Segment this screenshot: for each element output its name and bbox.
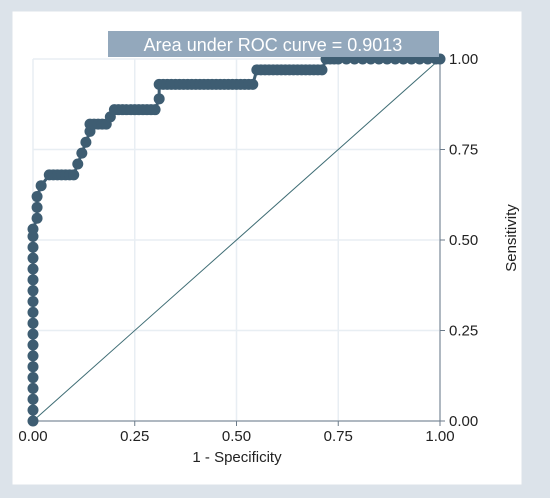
roc-point-14 xyxy=(27,263,39,275)
auc-annotation-text: Area under ROC curve = 0.9013 xyxy=(144,35,403,55)
x-tick-label-1: 0.25 xyxy=(120,428,149,445)
roc-point-7 xyxy=(27,339,39,351)
y-axis-label: Sensitivity xyxy=(503,204,520,272)
roc-point-20 xyxy=(31,201,43,213)
tick-labels: 0.00 0.25 0.50 0.75 1.000.000.250.500.751.00 xyxy=(18,51,478,445)
y-tick-label-1: 0.25 xyxy=(449,323,478,340)
roc-point-12 xyxy=(27,285,39,297)
roc-point-4 xyxy=(27,372,39,384)
roc-point-51 xyxy=(153,93,165,105)
x-tick-label-2: 0.50 xyxy=(222,428,251,445)
x-tick-label-4: 1.00 xyxy=(425,428,454,445)
roc-point-1 xyxy=(27,404,39,416)
roc-point-5 xyxy=(27,361,39,373)
roc-point-18 xyxy=(27,223,39,235)
roc-point-10 xyxy=(27,306,39,318)
roc-point-11 xyxy=(27,296,39,308)
plot-area xyxy=(11,10,523,486)
roc-point-6 xyxy=(27,350,39,362)
roc-point-13 xyxy=(27,274,39,286)
x-tick-label-3: 0.75 xyxy=(324,428,353,445)
roc-point-31 xyxy=(76,147,88,159)
roc-point-32 xyxy=(80,136,92,148)
roc-point-22 xyxy=(35,180,47,192)
roc-point-9 xyxy=(27,317,39,329)
y-tick-label-4: 1.00 xyxy=(449,51,478,68)
roc-point-0 xyxy=(27,415,39,427)
roc-point-30 xyxy=(72,158,84,170)
y-tick-label-0: 0.00 xyxy=(449,413,478,430)
roc-point-92 xyxy=(316,64,328,76)
reference-diagonal-line xyxy=(32,58,441,422)
roc-point-15 xyxy=(27,252,39,264)
y-tick-label-3: 0.75 xyxy=(449,142,478,159)
roc-point-19 xyxy=(31,212,43,224)
y-tick-label-2: 0.50 xyxy=(449,232,478,249)
roc-point-3 xyxy=(27,382,39,394)
roc-point-21 xyxy=(31,191,43,203)
roc-point-29 xyxy=(68,169,80,181)
auc-annotation: Area under ROC curve = 0.9013 xyxy=(108,31,439,57)
x-axis-label: 1 - Specificity xyxy=(192,449,282,466)
roc-point-2 xyxy=(27,393,39,405)
auc-annotation-box xyxy=(108,31,439,57)
roc-point-75 xyxy=(247,78,259,90)
x-tick-label-0: 0.00 xyxy=(18,428,47,445)
roc-point-8 xyxy=(27,328,39,340)
roc-point-16 xyxy=(27,241,39,253)
roc-point-50 xyxy=(149,104,161,116)
